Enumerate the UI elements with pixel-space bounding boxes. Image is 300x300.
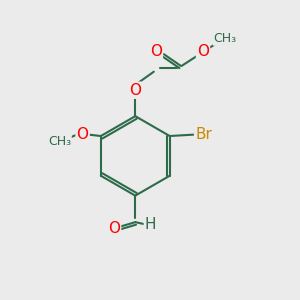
Text: Br: Br [195,127,212,142]
Text: H: H [145,217,156,232]
Text: O: O [150,44,162,59]
Text: O: O [108,221,120,236]
Text: O: O [197,44,209,59]
Text: CH₃: CH₃ [214,32,237,45]
Text: O: O [129,83,141,98]
Text: CH₃: CH₃ [48,134,71,148]
Text: O: O [76,127,88,142]
